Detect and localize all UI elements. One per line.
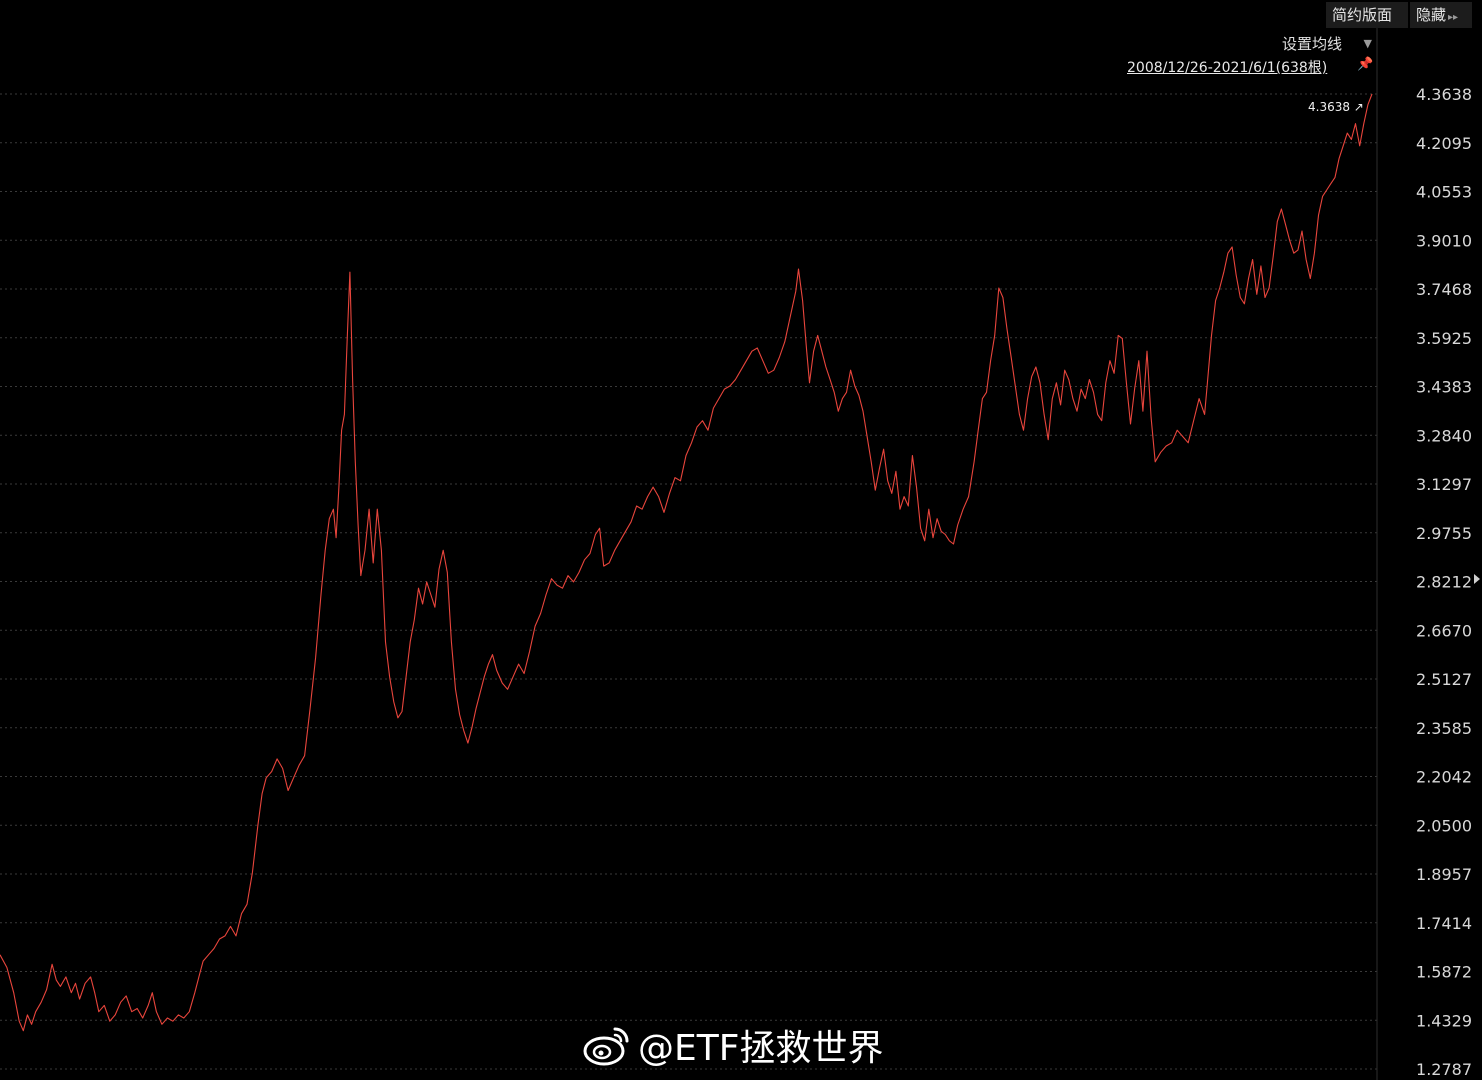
y-tick-label: 3.1297 [1416, 475, 1472, 494]
y-tick-label: 1.7414 [1416, 914, 1472, 933]
series-line [0, 93, 1373, 1032]
axis-current-price-marker-icon [1474, 574, 1480, 584]
double-chevron-right-icon: ▸▸ [1448, 12, 1459, 23]
hide-label: 隐藏 [1416, 6, 1447, 24]
y-tick-label: 1.4329 [1416, 1011, 1472, 1030]
y-tick-label: 3.9010 [1416, 231, 1472, 250]
weibo-logo-icon [583, 1027, 629, 1066]
price-axis-labels: 4.3638 4.2095 4.0553 3.9010 3.7468 3.5925 3.43… [1416, 85, 1472, 1079]
y-tick-label: 2.6670 [1416, 621, 1472, 640]
grid-lines [0, 93, 1377, 1070]
simple-layout-label: 简约版面 [1332, 6, 1393, 24]
y-tick-label: 4.3638 [1416, 85, 1472, 104]
simple-layout-button[interactable]: 简约版面 [1326, 2, 1408, 28]
y-tick-label: 1.5872 [1416, 963, 1472, 982]
ma-setting-label: 设置均线 [1282, 35, 1343, 53]
y-tick-label: 2.0500 [1416, 816, 1472, 835]
y-tick-label: 3.7468 [1416, 280, 1472, 299]
y-tick-label: 1.2787 [1416, 1060, 1472, 1079]
date-range-link[interactable]: 2008/12/26-2021/6/1(638根) [1127, 60, 1328, 76]
y-tick-label: 2.9755 [1416, 524, 1472, 543]
y-tick-label: 2.5127 [1416, 670, 1472, 689]
y-tick-label: 4.0553 [1416, 183, 1472, 202]
y-tick-label: 2.8212 [1416, 573, 1472, 592]
watermark: @ETF拯救世界 [582, 1020, 883, 1070]
y-tick-label: 3.5925 [1416, 329, 1472, 348]
y-tick-label: 4.2095 [1416, 134, 1472, 153]
y-tick-label: 3.2840 [1416, 426, 1472, 445]
watermark-text: @ETF拯救世界 [638, 1028, 884, 1069]
last-value-label: 4.3638 ↗ [1308, 100, 1364, 114]
y-tick-label: 1.8957 [1416, 865, 1472, 884]
ma-setting-dropdown[interactable]: 设置均线 ▼ [1276, 33, 1376, 55]
y-tick-label: 2.3585 [1416, 719, 1472, 738]
caret-down-icon: ▼ [1363, 37, 1372, 50]
y-tick-label: 2.2042 [1416, 768, 1472, 787]
y-tick-label: 3.4383 [1416, 378, 1472, 397]
hide-button[interactable]: 隐藏 ▸▸ [1410, 2, 1472, 28]
pin-icon[interactable]: 📌 [1357, 57, 1374, 72]
